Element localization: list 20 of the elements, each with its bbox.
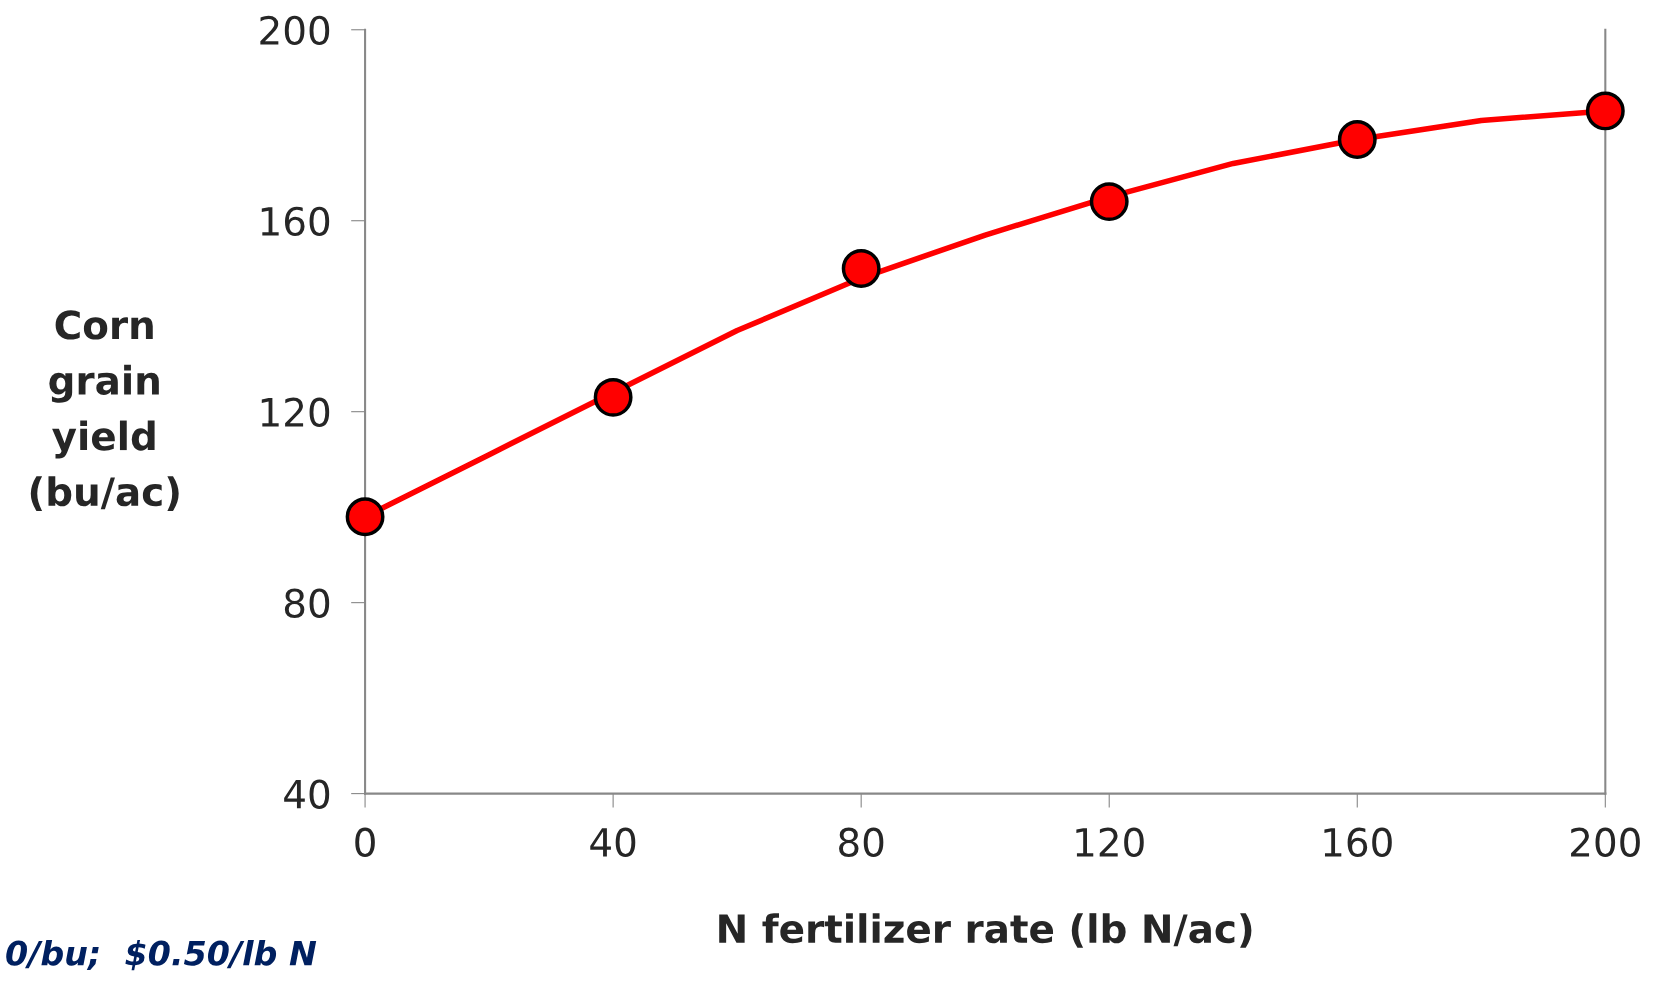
x-tick-label: 40 [590, 827, 636, 858]
x-tick-label: 120 [1076, 827, 1144, 858]
x-tick-label: 80 [839, 827, 884, 858]
y-tick-label: 200 [260, 15, 330, 46]
y-axis-title: Corn grain yield (bu/ac) [30, 310, 179, 511]
y-tick-label: 40 [284, 779, 330, 809]
point [841, 249, 881, 288]
point [345, 497, 385, 537]
point [1337, 120, 1377, 160]
x-tick-label: 200 [1571, 827, 1640, 858]
point [1089, 182, 1129, 222]
x-tick-label: 160 [1324, 827, 1392, 858]
y-tick-label: 160 [261, 206, 330, 237]
point [1585, 91, 1625, 131]
y-tick-label: 120 [261, 397, 330, 428]
x-tick-label: 0 [355, 827, 375, 858]
y-tick-label: 80 [284, 588, 330, 618]
text: 0/bu; $0.50/lb N [6, 939, 317, 971]
point [593, 377, 633, 417]
x-axis-title: N fertilizer rate (lb N/ac) [719, 913, 1252, 948]
